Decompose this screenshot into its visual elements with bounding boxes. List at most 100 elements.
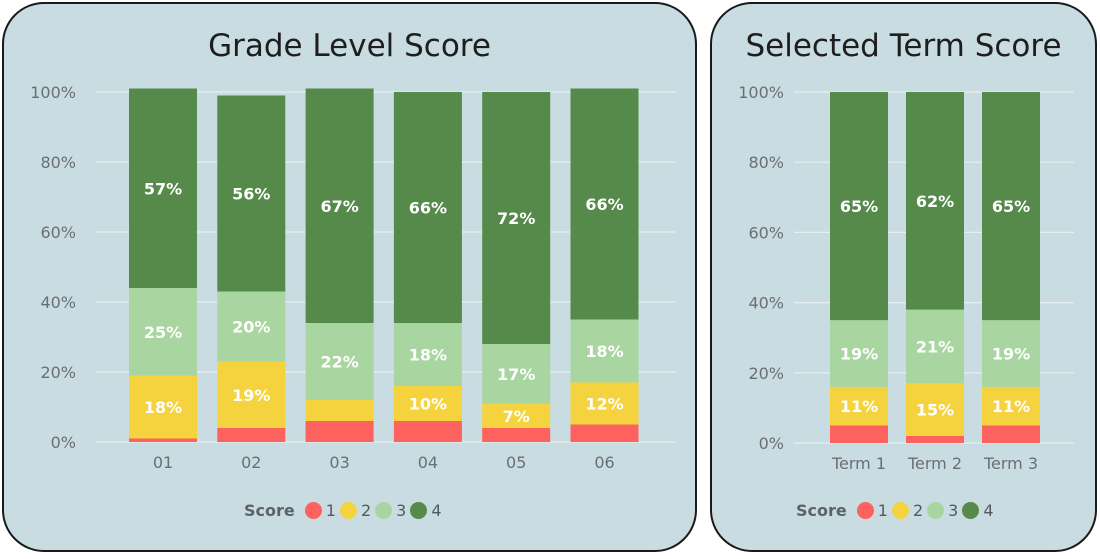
data-label: 67% — [320, 197, 358, 216]
legend-title: Score — [796, 500, 847, 520]
bar-segment-score-4[interactable] — [906, 92, 964, 310]
bar-segment-score-2[interactable] — [217, 361, 286, 429]
y-tick-label: 80% — [40, 153, 76, 172]
data-label: 18% — [409, 346, 447, 365]
legend-item-1[interactable]: 1 — [856, 500, 888, 520]
legend-item-4[interactable]: 4 — [410, 501, 442, 520]
x-tick-label: Term 3 — [983, 454, 1038, 473]
legend-item-3[interactable]: 3 — [375, 501, 406, 520]
data-label: 20% — [232, 318, 270, 337]
bar-segment-score-1[interactable] — [305, 421, 374, 442]
legend-item-1[interactable]: 1 — [304, 500, 336, 520]
data-label: 56% — [232, 185, 270, 204]
legend-item-4[interactable]: 4 — [962, 501, 994, 520]
data-label: 25% — [144, 323, 182, 342]
x-tick-label: 04 — [418, 453, 438, 472]
score-4-swatch — [410, 501, 428, 519]
bar-segment-score-1[interactable] — [906, 435, 964, 443]
score-3-swatch — [375, 501, 393, 519]
y-tick-label: 0% — [759, 434, 784, 453]
bar-segment-score-1[interactable] — [570, 424, 639, 443]
legend-title: Score — [244, 500, 295, 520]
bar-segment-score-2[interactable] — [482, 403, 551, 429]
bar-segment-score-2[interactable] — [305, 400, 374, 421]
bar-segment-score-4[interactable] — [830, 92, 888, 321]
score-1-swatch — [856, 501, 874, 519]
y-tick-label: 80% — [748, 153, 784, 172]
y-tick-label: 20% — [40, 363, 76, 382]
bar-segment-score-3[interactable] — [305, 323, 374, 400]
grade-level-chart: 0% 20% 40% 60% 80% 100% 18% 25% 57% 01 19% 20% 56% 02… — [30, 83, 676, 472]
x-tick-label: 03 — [329, 453, 349, 472]
bar-segment-score-3[interactable] — [570, 319, 639, 383]
bar-segment-score-2[interactable] — [570, 382, 639, 425]
bar-segment-score-2[interactable] — [906, 383, 964, 436]
bar-segment-score-3[interactable] — [982, 320, 1040, 387]
grade-level-legend: Score 1 2 3 4 — [244, 498, 446, 522]
y-tick-label: 0% — [51, 433, 76, 452]
selected-term-chart: 0% 20% 40% 60% 80% 100% 11% 19% 65% Term 1 15% 21% 6… — [738, 83, 1074, 473]
bar-segment-score-3[interactable] — [393, 323, 462, 386]
bar-segment-score-1[interactable] — [129, 438, 197, 443]
score-2-swatch — [339, 501, 357, 519]
legend-label: 3 — [948, 500, 959, 520]
bar-segment-score-4[interactable] — [482, 92, 551, 344]
bar-segment-score-2[interactable] — [129, 375, 197, 439]
bar-segment-score-4[interactable] — [393, 92, 462, 323]
x-tick-label: 05 — [506, 453, 526, 472]
selected-term-legend: Score 1 2 3 4 — [796, 498, 998, 522]
legend-label: 1 — [877, 500, 888, 520]
data-label: 21% — [916, 337, 954, 356]
data-label: 65% — [992, 197, 1030, 216]
bar-segment-score-3[interactable] — [906, 309, 964, 384]
x-tick-label: 02 — [241, 453, 261, 472]
legend-label: 3 — [396, 500, 407, 520]
data-label: 10% — [409, 395, 447, 414]
legend-item-2[interactable]: 2 — [339, 500, 372, 520]
data-label: 12% — [585, 395, 623, 414]
x-tick-label: Term 2 — [907, 454, 962, 473]
legend-item-3[interactable]: 3 — [927, 501, 958, 520]
data-label: 19% — [992, 344, 1030, 363]
data-label: 65% — [840, 197, 878, 216]
bar-segment-score-4[interactable] — [570, 88, 639, 320]
selected-term-title: Selected Term Score — [745, 28, 1062, 64]
bar-segment-score-4[interactable] — [982, 92, 1040, 321]
legend-label: 2 — [912, 500, 924, 520]
data-label: 66% — [409, 199, 447, 218]
bar-segment-score-2[interactable] — [982, 386, 1040, 426]
y-tick-label: 40% — [748, 294, 784, 313]
data-label: 7% — [503, 407, 530, 426]
x-tick-label: 06 — [594, 453, 614, 472]
data-label: 17% — [497, 365, 535, 384]
legend-label: 1 — [325, 500, 336, 520]
bar-segment-score-1[interactable] — [482, 428, 551, 442]
legend-label: 2 — [360, 500, 372, 520]
bar-segment-score-4[interactable] — [129, 88, 197, 289]
bar-segment-score-3[interactable] — [482, 344, 551, 404]
data-label: 18% — [585, 342, 623, 361]
bar-segment-score-1[interactable] — [830, 425, 888, 443]
bar-segment-score-3[interactable] — [830, 320, 888, 387]
grade-level-panel: Grade Level Score 0% 20% 40% 60% 80% 100% 18% 2… — [2, 2, 697, 552]
legend-item-2[interactable]: 2 — [891, 500, 924, 520]
data-label: 57% — [144, 179, 182, 198]
data-label: 19% — [840, 344, 878, 363]
y-tick-label: 20% — [748, 364, 784, 383]
bar-segment-score-2[interactable] — [830, 386, 888, 426]
data-label: 66% — [585, 195, 623, 214]
bar-segment-score-3[interactable] — [217, 291, 286, 362]
bar-segment-score-1[interactable] — [217, 428, 286, 442]
bar-segment-score-4[interactable] — [217, 95, 286, 292]
score-4-swatch — [962, 501, 980, 519]
x-tick-label: 01 — [153, 453, 173, 472]
bar-segment-score-2[interactable] — [393, 386, 462, 421]
bar-segment-score-4[interactable] — [305, 88, 374, 324]
y-tick-label: 60% — [748, 223, 784, 242]
data-label: 11% — [992, 397, 1030, 416]
data-label: 15% — [916, 401, 954, 420]
data-label: 18% — [144, 398, 182, 417]
bar-segment-score-3[interactable] — [129, 288, 197, 376]
bar-segment-score-1[interactable] — [982, 425, 1040, 443]
bar-segment-score-1[interactable] — [393, 421, 462, 442]
